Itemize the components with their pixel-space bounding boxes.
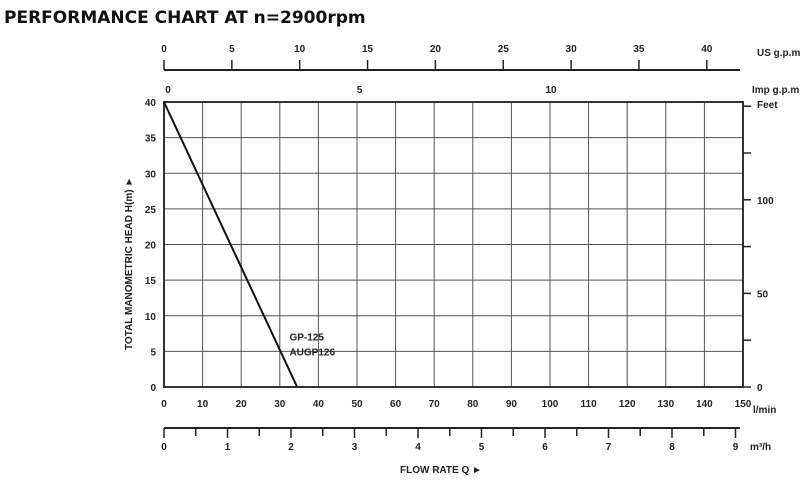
m3h-tick-label: 3	[352, 442, 358, 453]
y-tick-label: 15	[145, 276, 157, 287]
x-tick-label: 50	[351, 399, 363, 410]
y-tick-label: 35	[145, 134, 157, 145]
feet-tick-label: 0	[757, 383, 763, 394]
us-gpm-tick-label: 10	[294, 44, 306, 55]
x-tick-label: 80	[467, 399, 479, 410]
x-tick-label: 70	[429, 399, 441, 410]
x-tick-label: 10	[197, 399, 209, 410]
feet-tick-label: 50	[757, 289, 769, 300]
m3h-tick-label: 8	[669, 442, 675, 453]
series-label: AUGP126	[289, 348, 335, 359]
chart-title: PERFORMANCE CHART AT n=2900rpm	[4, 8, 366, 28]
m3h-tick-label: 6	[542, 442, 548, 453]
us-gpm-tick-label: 35	[633, 44, 645, 55]
plot-frame	[163, 101, 744, 388]
m3h-tick-label: 5	[479, 442, 485, 453]
y-tick-label: 20	[145, 241, 157, 252]
imp-gpm-tick-label: 10	[545, 85, 557, 96]
us-gpm-tick-label: 30	[566, 44, 578, 55]
m3h-unit: m³/h	[750, 442, 771, 453]
imp-gpm-tick-label: 5	[357, 85, 363, 96]
x-tick-label: 110	[581, 399, 598, 410]
x-tick-label: 90	[506, 399, 518, 410]
x-tick-label: 40	[313, 399, 325, 410]
us-gpm-tick-label: 20	[430, 44, 442, 55]
imp-gpm-tick-label: 0	[165, 85, 171, 96]
us-gpm-unit: US g.p.m	[757, 48, 800, 59]
x-unit-label: l/min	[753, 405, 776, 416]
us-gpm-tick-label: 5	[229, 44, 235, 55]
x-tick-label: 150	[735, 399, 752, 410]
us-gpm-tick-label: 15	[362, 44, 374, 55]
feet-unit: Feet	[757, 100, 778, 111]
y-tick-label: 30	[145, 169, 157, 180]
y-tick-label: 0	[150, 383, 156, 394]
x-tick-label: 130	[657, 399, 674, 410]
x-tick-label: 20	[236, 399, 248, 410]
m3h-tick-label: 7	[606, 442, 612, 453]
y-tick-label: 40	[145, 98, 157, 109]
us-gpm-tick-label: 0	[161, 44, 167, 55]
x-tick-label: 100	[542, 399, 559, 410]
us-gpm-tick-label: 25	[498, 44, 510, 55]
feet-tick-label: 100	[757, 196, 774, 207]
x-tick-label: 120	[619, 399, 636, 410]
x-tick-label: 30	[274, 399, 286, 410]
series-label: GP-125	[289, 333, 324, 344]
y-tick-label: 10	[145, 312, 157, 323]
m3h-tick-label: 0	[161, 442, 167, 453]
imp-gpm-unit: Imp g.p.m	[752, 85, 799, 96]
x-axis-label: FLOW RATE Q ►	[400, 465, 482, 476]
m3h-tick-label: 2	[288, 442, 294, 453]
x-tick-label: 0	[161, 399, 167, 410]
y-axis-label: TOTAL MANOMETRIC HEAD H(m) ►	[124, 177, 135, 350]
m3h-tick-label: 1	[225, 442, 231, 453]
us-gpm-tick-label: 40	[701, 44, 713, 55]
y-tick-label: 25	[145, 205, 157, 216]
m3h-tick-label: 4	[415, 442, 421, 453]
y-tick-label: 5	[150, 347, 156, 358]
series-line	[163, 101, 299, 388]
x-tick-label: 60	[390, 399, 402, 410]
x-tick-label: 140	[696, 399, 713, 410]
m3h-tick-label: 9	[733, 442, 739, 453]
